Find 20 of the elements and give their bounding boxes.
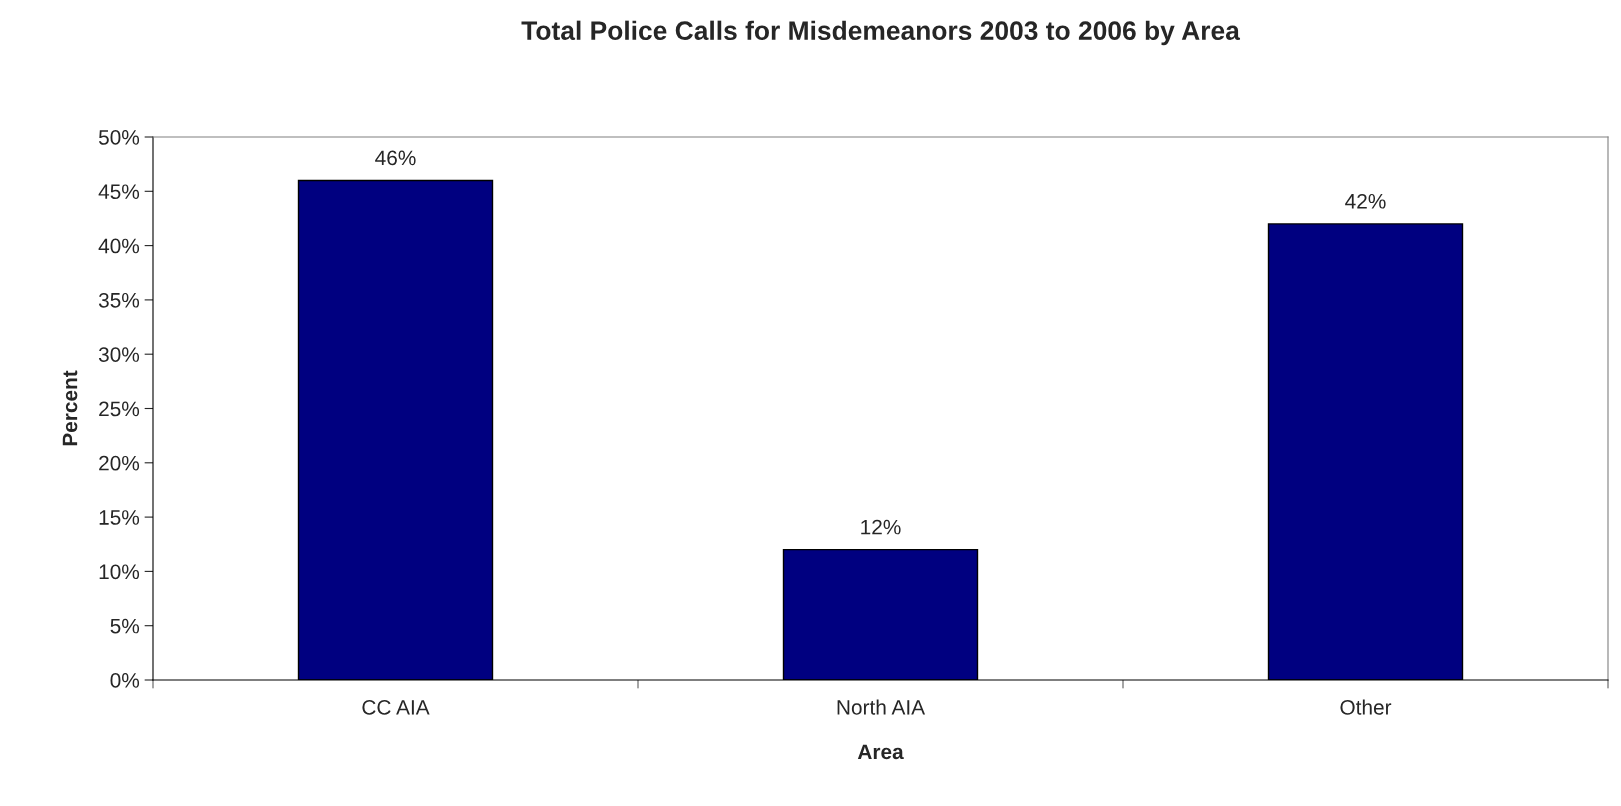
y-axis-title: Percent <box>62 370 78 446</box>
y-tick-label: 10% <box>99 564 140 580</box>
y-tick-label: 45% <box>98 184 140 200</box>
y-tick-label: 50% <box>98 130 140 145</box>
x-axis-title: Area <box>857 744 904 760</box>
data-label: 12% <box>861 519 901 535</box>
y-tick-label: 30% <box>98 347 140 362</box>
chart-title: Total Police Calls for Misdemeanors 2003 to 2006 by Area <box>521 20 1241 46</box>
x-tick-label: North AIA <box>837 699 926 715</box>
y-tick-label: 35% <box>98 292 140 308</box>
x-tick-label: CC AIA <box>362 699 430 715</box>
y-tick-label: 20% <box>99 455 140 471</box>
data-label: 42% <box>1345 193 1386 209</box>
x-tick-label: Other <box>1340 699 1392 715</box>
y-tick-label: 0% <box>110 673 140 688</box>
y-tick-label: 5% <box>110 618 140 634</box>
y-tick-label: 25% <box>99 401 140 417</box>
data-label: 46% <box>375 150 416 166</box>
y-tick-label: 15% <box>99 510 140 525</box>
y-tick-label: 40% <box>98 238 140 254</box>
